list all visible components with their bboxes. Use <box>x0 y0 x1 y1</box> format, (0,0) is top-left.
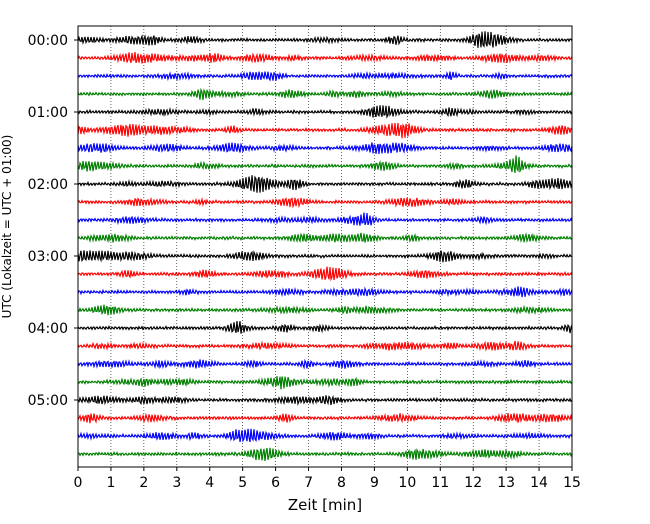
trace-layer <box>77 31 573 462</box>
x-tick-label-14: 14 <box>530 475 548 491</box>
trace-row-11 <box>77 232 573 244</box>
trace-row-9 <box>77 196 573 209</box>
x-axis-label: Zeit [min] <box>288 496 362 514</box>
y-tick-label-5: 05:00 <box>28 393 68 409</box>
x-tick-label-1: 1 <box>106 475 115 491</box>
x-tick-label-2: 2 <box>139 475 148 491</box>
x-tick-label-10: 10 <box>398 475 416 491</box>
x-tick-label-6: 6 <box>271 475 280 491</box>
x-tick-label-12: 12 <box>464 475 482 491</box>
x-axis-ticks: 0 1 2 3 4 5 6 7 8 9 10 11 12 13 14 15 <box>74 467 581 491</box>
x-tick-label-7: 7 <box>304 475 313 491</box>
trace-row-16 <box>77 320 573 334</box>
trace-row-3 <box>77 87 573 101</box>
trace-row-14 <box>77 286 573 298</box>
trace-row-18 <box>77 358 573 370</box>
y-tick-label-4: 04:00 <box>28 321 68 337</box>
y-axis-label: UTC (Lokalzeit = UTC + 01:00) <box>0 135 14 319</box>
trace-row-17 <box>77 340 573 352</box>
trace-row-23 <box>77 447 573 462</box>
trace-row-12 <box>77 250 573 263</box>
trace-row-0 <box>77 31 573 48</box>
x-tick-label-13: 13 <box>497 475 515 491</box>
trace-row-4 <box>77 105 573 119</box>
y-tick-label-2: 02:00 <box>28 177 68 193</box>
y-axis-ticks: 00:00 01:00 02:00 03:00 04:00 05:00 <box>28 33 78 409</box>
trace-row-20 <box>77 394 573 407</box>
trace-row-19 <box>77 375 573 390</box>
trace-row-1 <box>77 51 573 64</box>
y-tick-label-1: 01:00 <box>28 105 68 121</box>
x-tick-label-15: 15 <box>563 475 581 491</box>
x-tick-label-4: 4 <box>205 475 214 491</box>
trace-row-21 <box>77 412 573 424</box>
x-tick-label-0: 0 <box>74 475 83 491</box>
trace-row-7 <box>77 155 573 173</box>
x-tick-label-5: 5 <box>238 475 247 491</box>
trace-row-2 <box>77 70 573 82</box>
trace-row-5 <box>77 122 573 139</box>
trace-row-13 <box>77 266 573 282</box>
x-tick-label-11: 11 <box>431 475 449 491</box>
x-tick-label-9: 9 <box>370 475 379 491</box>
trace-row-6 <box>77 142 573 154</box>
x-tick-label-3: 3 <box>172 475 181 491</box>
plot-frame <box>77 25 573 468</box>
trace-row-10 <box>77 212 573 226</box>
trace-row-22 <box>77 428 573 443</box>
x-tick-label-8: 8 <box>337 475 346 491</box>
y-tick-label-3: 03:00 <box>28 249 68 265</box>
y-tick-label-0: 00:00 <box>28 33 68 49</box>
trace-row-15 <box>77 304 573 316</box>
trace-row-8 <box>77 175 573 193</box>
